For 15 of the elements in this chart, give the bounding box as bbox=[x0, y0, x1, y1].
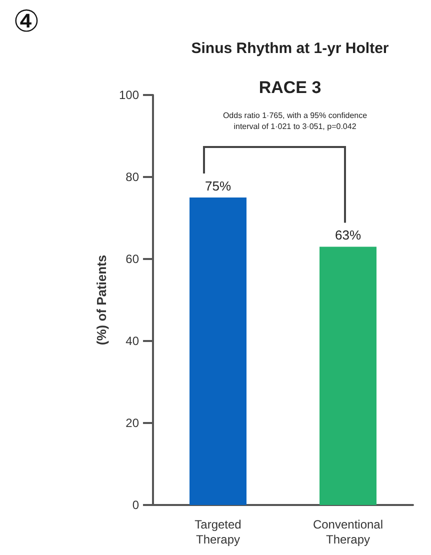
y-axis-title: (%) of Patients bbox=[94, 254, 110, 346]
text: ④ bbox=[13, 4, 40, 40]
chart-title: Sinus Rhythm at 1-yr Holter bbox=[191, 40, 389, 57]
y-tick-label: 0 bbox=[132, 498, 140, 512]
y-tick-label: 80 bbox=[126, 170, 140, 184]
data-label: 63% bbox=[334, 228, 362, 243]
y-tick-label: 100 bbox=[118, 88, 140, 102]
x-tick-label: Targeted Therapy bbox=[194, 518, 242, 546]
annotation: Odds ratio 1·765, with a 95% confidence interval of 1·021 to 3·051, p=0.042 bbox=[222, 111, 368, 131]
y-tick-label: 20 bbox=[126, 416, 140, 430]
x-tick-label: Conventional Therapy bbox=[312, 518, 384, 546]
data-label: 75% bbox=[204, 178, 232, 194]
chart-subtitle: RACE 3 bbox=[258, 78, 322, 97]
y-tick-label: 40 bbox=[126, 334, 140, 348]
y-tick-label: 60 bbox=[126, 252, 140, 266]
